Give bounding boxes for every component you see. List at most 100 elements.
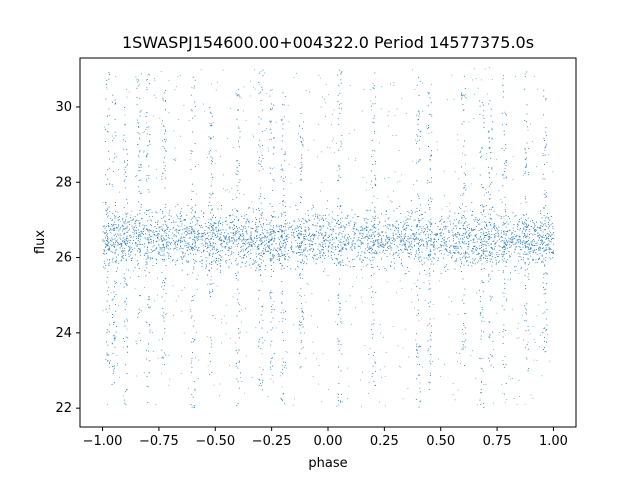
data-point: [486, 255, 488, 257]
data-point: [501, 235, 502, 237]
data-point: [164, 364, 165, 366]
data-point: [282, 373, 284, 375]
data-point: [373, 195, 375, 197]
data-point: [115, 102, 116, 104]
data-point: [478, 219, 480, 221]
data-point: [144, 131, 145, 133]
data-point: [371, 156, 373, 157]
data-point: [172, 232, 174, 234]
data-point: [285, 223, 287, 225]
data-point: [383, 244, 385, 246]
data-point: [322, 214, 324, 216]
data-point: [150, 230, 152, 232]
data-point: [341, 250, 342, 252]
data-point: [338, 382, 340, 384]
data-point: [230, 222, 232, 223]
data-point: [338, 227, 340, 229]
data-point: [281, 302, 283, 304]
data-point: [535, 231, 536, 232]
data-point: [516, 337, 518, 339]
data-point: [493, 366, 494, 368]
data-point: [352, 266, 354, 268]
data-point: [389, 245, 390, 247]
data-point: [146, 253, 148, 254]
data-point: [452, 223, 454, 225]
data-point: [163, 258, 165, 260]
data-point: [523, 223, 525, 225]
data-point: [277, 253, 279, 255]
data-point: [102, 240, 104, 242]
data-point: [542, 248, 543, 249]
data-point: [493, 402, 494, 404]
data-point: [181, 289, 183, 291]
data-point: [158, 252, 159, 254]
data-point: [297, 234, 299, 236]
data-point: [386, 235, 388, 237]
data-point: [125, 283, 127, 284]
data-point: [262, 237, 264, 239]
data-point: [523, 228, 525, 230]
data-point: [215, 228, 217, 230]
data-point: [271, 358, 273, 359]
data-point: [389, 239, 390, 241]
data-point: [358, 240, 360, 242]
data-point: [446, 206, 448, 207]
data-point: [328, 94, 330, 96]
data-point: [136, 78, 138, 80]
data-point: [427, 255, 429, 256]
data-point: [180, 211, 182, 213]
data-point: [552, 257, 554, 259]
data-point: [319, 225, 321, 227]
data-point: [105, 141, 106, 142]
data-point: [118, 225, 119, 227]
data-point: [150, 258, 152, 260]
data-point: [221, 205, 222, 206]
data-point: [443, 242, 445, 243]
data-point: [108, 123, 110, 125]
data-point: [341, 353, 343, 355]
data-point: [237, 210, 239, 212]
data-point: [525, 241, 527, 243]
data-point: [300, 341, 302, 343]
data-point: [220, 217, 222, 219]
data-point: [208, 290, 210, 292]
data-point: [457, 232, 459, 234]
data-point: [162, 235, 164, 237]
data-point: [390, 266, 392, 268]
data-point: [215, 227, 216, 228]
data-point: [298, 237, 299, 239]
data-point: [493, 227, 495, 228]
data-point: [121, 256, 123, 258]
data-point: [313, 206, 314, 208]
data-point: [476, 249, 477, 251]
data-point: [357, 254, 359, 256]
data-point: [193, 406, 195, 408]
data-point: [316, 253, 318, 255]
data-point: [491, 243, 492, 245]
data-point: [246, 248, 247, 249]
data-point: [157, 237, 158, 238]
data-point: [455, 233, 456, 235]
data-point: [367, 243, 369, 244]
data-point: [532, 397, 534, 399]
data-point: [163, 168, 165, 169]
data-point: [472, 230, 474, 231]
data-point: [402, 398, 404, 400]
data-point: [106, 183, 108, 185]
data-point: [174, 247, 175, 249]
data-point: [284, 96, 286, 97]
data-point: [364, 219, 366, 221]
data-point: [255, 260, 257, 262]
data-point: [324, 235, 325, 237]
data-point: [339, 278, 341, 280]
data-point: [122, 237, 124, 239]
data-point: [149, 234, 151, 236]
data-point: [232, 229, 234, 230]
data-point: [218, 228, 220, 230]
data-point: [148, 165, 150, 167]
data-point: [128, 91, 130, 93]
data-point: [267, 396, 269, 397]
data-point: [528, 244, 530, 246]
data-point: [137, 144, 139, 145]
data-point: [398, 150, 400, 151]
